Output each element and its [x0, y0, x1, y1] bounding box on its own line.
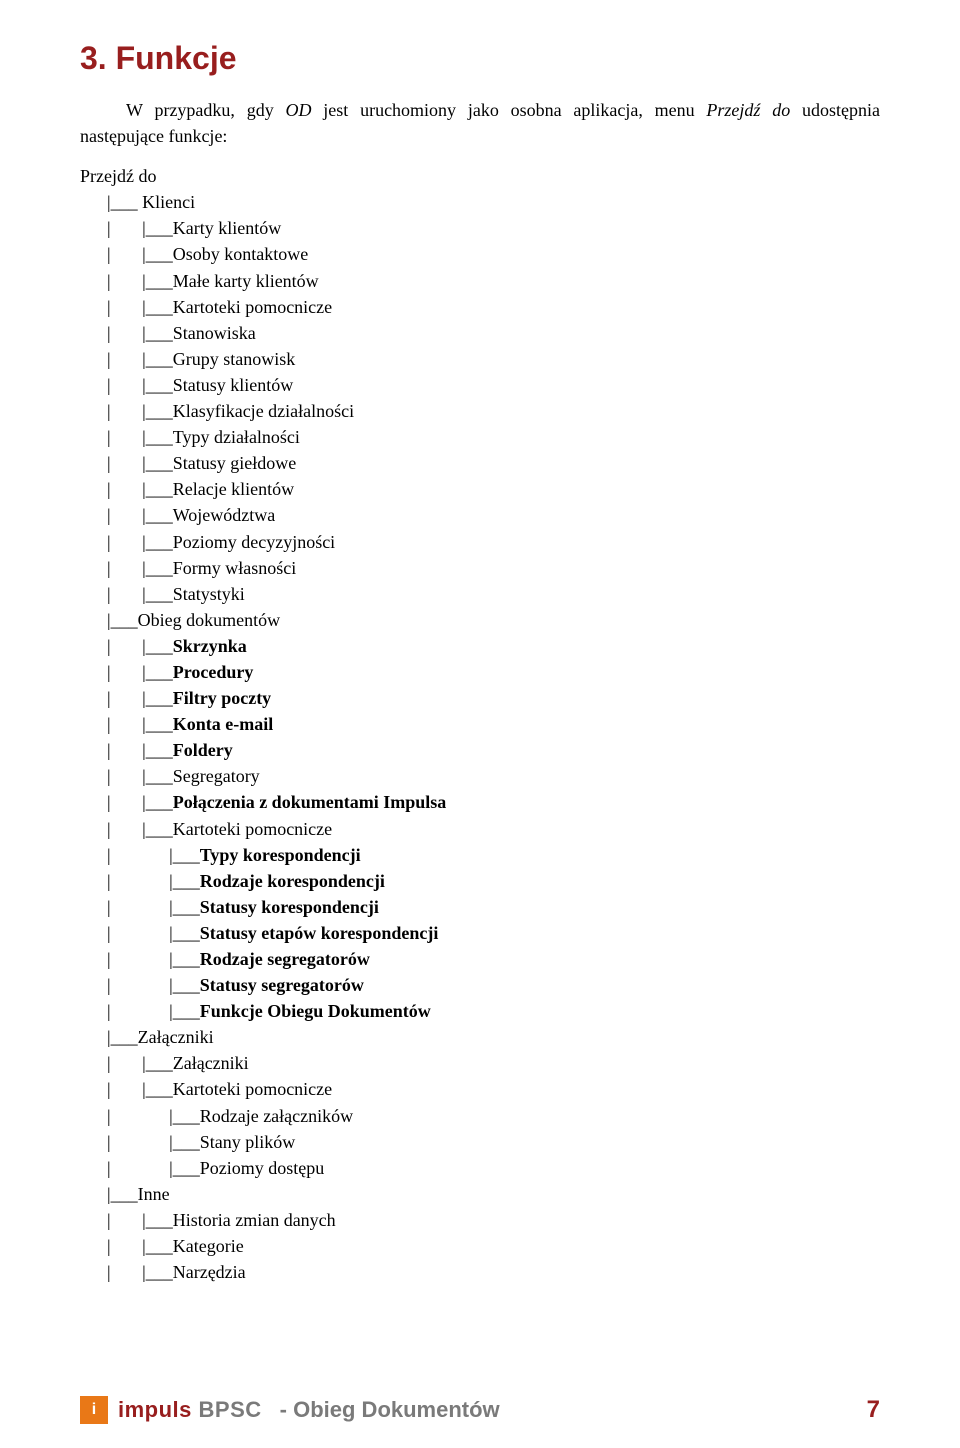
footer-logo-icon: i — [80, 1396, 108, 1424]
tree-obieg-kartoteki: Kartoteki pomocnicze — [173, 819, 332, 839]
tree-klienci-karty: Karty klientów — [173, 218, 281, 238]
footer-title-text: Obieg Dokumentów — [293, 1397, 500, 1422]
footer-left: i impuls BPSC - Obieg Dokumentów — [80, 1396, 500, 1424]
intro-pre: W przypadku, gdy — [126, 100, 286, 120]
tree-zal-zal: Załączniki — [173, 1053, 249, 1073]
tree-klienci-stanowiska: Stanowiska — [173, 323, 256, 343]
tree-obieg-rodzaje-kor: Rodzaje korespondencji — [200, 871, 385, 891]
tree-inne: Inne — [138, 1184, 170, 1204]
tree-obieg-skrzynka: Skrzynka — [173, 636, 247, 656]
tree-klienci-grupy: Grupy stanowisk — [173, 349, 296, 369]
footer-title-dash: - — [280, 1397, 293, 1422]
tree-obieg-typy-kor: Typy korespondencji — [200, 845, 361, 865]
tree-klienci-poziomy-dec: Poziomy decyzyjności — [173, 532, 335, 552]
tree-klienci-relacje: Relacje klientów — [173, 479, 294, 499]
tree-obieg-polaczenia: Połączenia z dokumentami Impulsa — [173, 792, 447, 812]
tree-obieg-konta: Konta e-mail — [173, 714, 274, 734]
tree-inne-kategorie: Kategorie — [173, 1236, 244, 1256]
tree-obieg-statusy-etapow: Statusy etapów korespondencji — [200, 923, 439, 943]
intro-przejdz: Przejdź do — [706, 100, 790, 120]
tree-klienci-statystyki: Statystyki — [173, 584, 245, 604]
tree-inne-narzedzia: Narzędzia — [173, 1262, 246, 1282]
footer-title: - Obieg Dokumentów — [280, 1397, 500, 1423]
tree-zal-stany: Stany plików — [200, 1132, 296, 1152]
tree-obieg-statusy-seg: Statusy segregatorów — [200, 975, 364, 995]
footer-page-number: 7 — [867, 1396, 880, 1424]
tree-zal-poziomy-dost: Poziomy dostępu — [200, 1158, 325, 1178]
intro-paragraph: W przypadku, gdy OD jest uruchomiony jak… — [80, 97, 880, 149]
tree-klienci-formy: Formy własności — [173, 558, 297, 578]
tree-inne-historia: Historia zmian danych — [173, 1210, 336, 1230]
tree-obieg-filtry: Filtry poczty — [173, 688, 271, 708]
tree-obieg-funkcje-od: Funkcje Obiegu Dokumentów — [200, 1001, 431, 1021]
footer-brand-gray: BPSC — [192, 1397, 262, 1422]
section-heading: 3. Funkcje — [80, 40, 880, 77]
tree-obieg-rodzaje-seg: Rodzaje segregatorów — [200, 949, 370, 969]
tree-klienci-wojewodztwa: Województwa — [173, 505, 276, 525]
tree-zal-rodzaje-zal: Rodzaje załączników — [200, 1106, 353, 1126]
tree-klienci-statusy-klientow: Statusy klientów — [173, 375, 294, 395]
tree-klienci-kartoteki: Kartoteki pomocnicze — [173, 297, 332, 317]
tree-klienci-osoby: Osoby kontaktowe — [173, 244, 308, 264]
tree-klienci: Klienci — [142, 192, 195, 212]
footer-brand: impuls BPSC — [118, 1397, 262, 1423]
tree-obieg-procedury: Procedury — [173, 662, 254, 682]
tree-obieg: Obieg dokumentów — [138, 610, 280, 630]
tree-zalaczniki: Załączniki — [138, 1027, 214, 1047]
tree-obieg-statusy-kor: Statusy korespondencji — [200, 897, 379, 917]
page-footer: i impuls BPSC - Obieg Dokumentów 7 — [80, 1396, 880, 1424]
tree-klienci-male: Małe karty klientów — [173, 271, 319, 291]
tree-klienci-statusy-gieldowe: Statusy giełdowe — [173, 453, 297, 473]
tree-obieg-foldery: Foldery — [173, 740, 233, 760]
menu-tree: |___ Klienci | |___Karty klientów | |___… — [80, 189, 880, 1285]
tree-obieg-segregatory: Segregatory — [173, 766, 260, 786]
intro-od: OD — [286, 100, 312, 120]
tree-klienci-klasyfikacje: Klasyfikacje działalności — [173, 401, 354, 421]
tree-zal-kartoteki: Kartoteki pomocnicze — [173, 1079, 332, 1099]
footer-brand-red: impuls — [118, 1397, 192, 1422]
tree-root-label: Przejdź do — [80, 163, 880, 189]
intro-mid1: jest uruchomiony jako osobna aplikacja, … — [312, 100, 707, 120]
tree-klienci-typy-dzialalnosci: Typy działalności — [173, 427, 300, 447]
